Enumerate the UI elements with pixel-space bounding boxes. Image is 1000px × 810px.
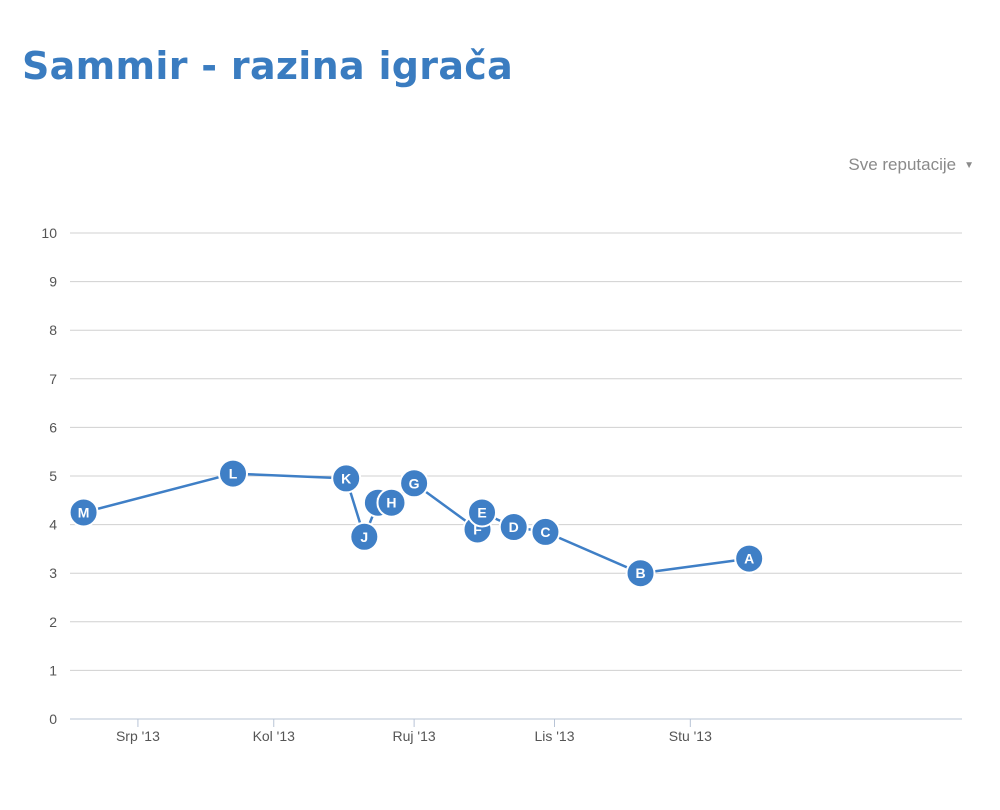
grid-lines — [70, 232, 962, 720]
data-point-b[interactable]: B — [625, 558, 656, 589]
y-tick-label: 0 — [49, 711, 57, 727]
caret-down-icon: ▼ — [964, 159, 974, 171]
data-point-l[interactable]: L — [218, 458, 249, 489]
data-point-marker[interactable] — [467, 497, 498, 528]
data-point-marker[interactable] — [399, 468, 430, 499]
data-point-label: G — [409, 475, 420, 491]
data-point-k[interactable]: K — [331, 463, 362, 494]
data-point-g[interactable]: G — [399, 468, 430, 499]
data-point-marker[interactable] — [376, 487, 407, 518]
data-point-marker[interactable] — [498, 512, 529, 543]
y-tick-label: 3 — [49, 565, 57, 581]
data-point-label: K — [341, 470, 351, 486]
y-tick-label: 2 — [49, 614, 57, 630]
data-point-marker[interactable] — [68, 497, 99, 528]
y-tick-label: 9 — [49, 274, 57, 290]
x-tick-label: Stu '13 — [669, 728, 712, 744]
x-tick-label: Lis '13 — [534, 728, 574, 744]
x-tick-label: Ruj '13 — [393, 728, 436, 744]
y-tick-label: 5 — [49, 468, 57, 484]
data-point-a[interactable]: A — [734, 543, 765, 574]
data-point-marker[interactable] — [349, 521, 380, 552]
data-point-c[interactable]: C — [530, 516, 561, 547]
data-point-d[interactable]: D — [498, 512, 529, 543]
data-point-label: F — [473, 521, 482, 537]
x-tick-label: Kol '13 — [253, 728, 296, 744]
data-point-label: A — [744, 551, 754, 567]
data-point-h[interactable]: H — [376, 487, 407, 518]
y-tick-label: 8 — [49, 322, 57, 338]
axes: 0 1 2 3 4 5 6 7 8 9 10 Srp '13 Kol '13 Ruj '13 Lis '13… — [41, 225, 712, 744]
data-point-label: J — [360, 529, 368, 545]
data-point-label: D — [509, 519, 519, 535]
y-tick-label: 10 — [41, 225, 57, 241]
y-tick-label: 6 — [49, 419, 57, 435]
x-tick-label: Srp '13 — [116, 728, 160, 744]
data-point-e[interactable]: E — [467, 497, 498, 528]
data-point-label: H — [386, 495, 396, 511]
y-tick-label: 7 — [49, 371, 57, 387]
reputation-filter-label: Sve reputacije — [848, 155, 957, 174]
data-point-label: M — [78, 504, 90, 520]
data-point-label: L — [229, 466, 238, 482]
data-point-marker[interactable] — [218, 458, 249, 489]
data-point-marker[interactable] — [734, 543, 765, 574]
data-point-label: B — [635, 565, 645, 581]
data-point-label: C — [540, 524, 550, 540]
data-point-label: E — [477, 504, 486, 520]
data-point-marker[interactable] — [331, 463, 362, 494]
data-point-m[interactable]: M — [68, 497, 99, 528]
y-tick-label: 4 — [49, 517, 57, 533]
data-point-marker[interactable] — [625, 558, 656, 589]
series-points: MLKJIHGFEDCBA — [68, 458, 765, 589]
data-point-j[interactable]: J — [349, 521, 380, 552]
reputation-filter-dropdown[interactable]: Sve reputacije ▼ — [848, 155, 974, 175]
page-title: Sammir - razina igrača — [22, 44, 514, 88]
y-tick-label: 1 — [49, 662, 57, 678]
data-point-marker[interactable] — [530, 516, 561, 547]
